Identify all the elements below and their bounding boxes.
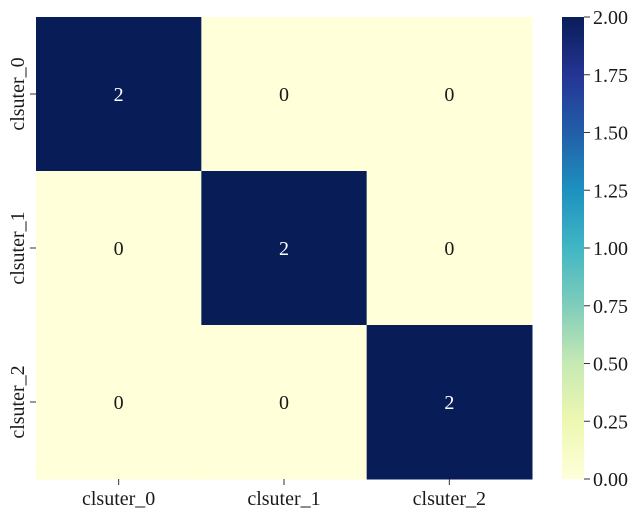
cell-value-label: 0: [444, 84, 454, 106]
colorbar-tick-label: 1.00: [593, 238, 628, 260]
colorbar: 0.00 0.25 0.50 0.75 1.00 1.25 1.50 1.75 2.00: [562, 7, 628, 491]
cell-value-label: 0: [444, 238, 454, 260]
colorbar-tick-label: 0.00: [593, 469, 628, 491]
cell-value-label: 2: [279, 238, 289, 260]
y-tick-label: clsuter_1: [7, 211, 29, 284]
heatmap-cell-r2-c0: [36, 325, 202, 480]
cell-value-label: 0: [279, 84, 289, 106]
colorbar-tick-label: 1.25: [593, 180, 628, 202]
cell-value-label: 0: [114, 392, 124, 414]
heatmap-cell-r2-c1: [201, 325, 368, 480]
heatmap-cell-r1-c2: [366, 171, 533, 326]
heatmap-cell-labels: 2 0 0 0 2 0 0 0 2: [114, 84, 455, 414]
heatmap-cell-r0-c2: [366, 17, 533, 172]
colorbar-tick-label: 0.75: [593, 296, 628, 318]
y-tick-label: clsuter_2: [7, 365, 29, 438]
colorbar-tick-label: 1.75: [593, 65, 628, 87]
colorbar-tick-label: 1.50: [593, 123, 628, 145]
colorbar-gradient: [562, 17, 584, 479]
heatmap-cell-r0-c0: [36, 17, 202, 172]
cell-value-label: 2: [444, 392, 454, 414]
cell-value-label: 0: [279, 392, 289, 414]
heatmap-cell-r2-c2: [366, 325, 533, 480]
colorbar-tick-label: 2.00: [593, 7, 628, 29]
heatmap-cells: [36, 17, 533, 480]
heatmap-cell-r1-c0: [36, 171, 202, 326]
cell-value-label: 0: [114, 238, 124, 260]
x-tick-label: clsuter_0: [82, 488, 155, 510]
y-tick-label: clsuter_0: [7, 57, 29, 130]
x-tick-label: clsuter_2: [413, 488, 486, 510]
heatmap-cell-r0-c1: [201, 17, 368, 172]
y-axis: clsuter_0 clsuter_1 clsuter_2: [7, 57, 36, 439]
heatmap-cell-r1-c1: [201, 171, 368, 326]
cell-value-label: 2: [114, 84, 124, 106]
x-tick-label: clsuter_1: [247, 488, 320, 510]
x-axis: clsuter_0 clsuter_1 clsuter_2: [82, 479, 486, 510]
colorbar-tick-label: 0.25: [593, 411, 628, 433]
colorbar-tick-label: 0.50: [593, 354, 628, 376]
